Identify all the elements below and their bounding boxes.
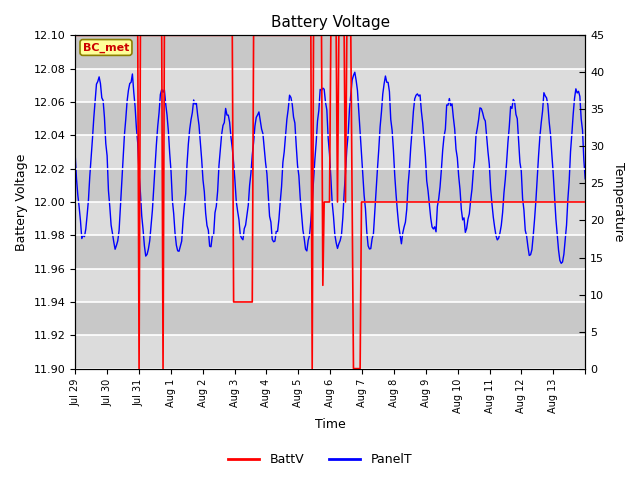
Bar [75, 135, 585, 168]
Bar [75, 269, 585, 302]
Y-axis label: Battery Voltage: Battery Voltage [15, 153, 28, 251]
Title: Battery Voltage: Battery Voltage [271, 15, 390, 30]
Bar [75, 302, 585, 336]
X-axis label: Time: Time [315, 419, 346, 432]
Bar [75, 336, 585, 369]
Bar [75, 69, 585, 102]
Bar [75, 36, 585, 69]
Text: BC_met: BC_met [83, 42, 129, 53]
Legend: BattV, PanelT: BattV, PanelT [223, 448, 417, 471]
Bar [75, 102, 585, 135]
Bar [75, 202, 585, 235]
Bar [75, 235, 585, 269]
Bar [75, 168, 585, 202]
Y-axis label: Temperature: Temperature [612, 162, 625, 241]
